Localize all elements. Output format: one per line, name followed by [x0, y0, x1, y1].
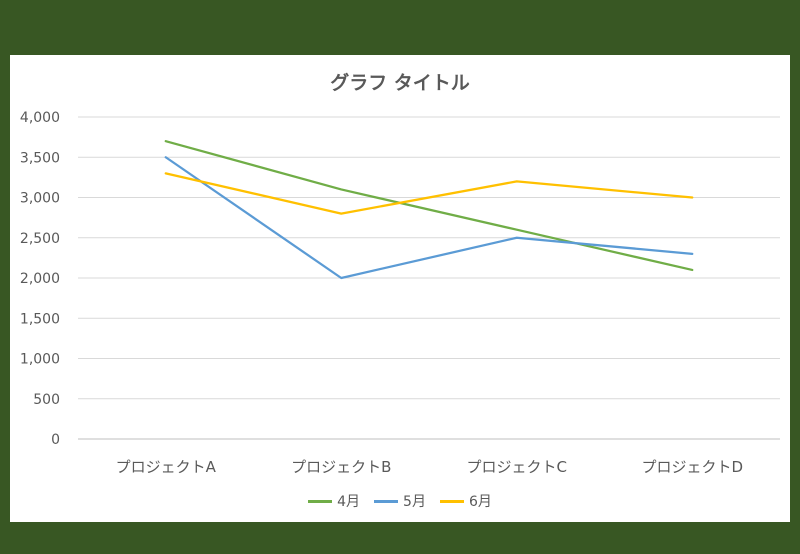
chart-title: グラフ タイトル [330, 72, 470, 94]
legend-item-6月: 6月 [439, 491, 492, 511]
y-tick-label: 1,000 [20, 352, 60, 368]
series-line-4月 [164, 140, 694, 272]
legend: 4月 5月 6月 [10, 491, 790, 511]
y-tick-label: 4,000 [20, 110, 60, 126]
y-tick-label: 1,500 [20, 311, 60, 327]
legend-swatch-4月 [308, 499, 333, 503]
y-tick-label: 3,000 [20, 191, 60, 207]
legend-label-6月: 6月 [468, 494, 492, 510]
legend-item-4月: 4月 [308, 491, 360, 511]
legend-label-4月: 4月 [337, 494, 361, 510]
legend-swatch-5月 [374, 499, 399, 503]
legend-swatch-6月 [439, 499, 464, 503]
legend-label-5月: 5月 [403, 494, 426, 510]
legend-item-5月: 5月 [374, 491, 426, 511]
x-tick-label: プロジェクトC [467, 458, 567, 476]
y-tick-label: 2,500 [20, 231, 60, 247]
y-tick-label: 0 [51, 432, 60, 448]
series-line-6月 [164, 172, 694, 215]
y-tick-label: 3,500 [20, 150, 60, 166]
y-tick-label: 500 [33, 392, 60, 408]
x-tick-label: プロジェクトA [116, 458, 217, 476]
series-line-5月 [164, 156, 694, 280]
x-tick-label: プロジェクトB [291, 458, 391, 476]
y-tick-label: 2,000 [20, 271, 60, 287]
x-tick-label: プロジェクトD [641, 458, 743, 476]
line-chart: 4,000 3,500 3,000 2,500 2,000 1,500 1,000 500 0 プ… [20, 110, 780, 476]
chart-panel: グラフ タイトル 4,000 3,500 3,000 2,500 2,000 1,500 1… [10, 55, 790, 522]
